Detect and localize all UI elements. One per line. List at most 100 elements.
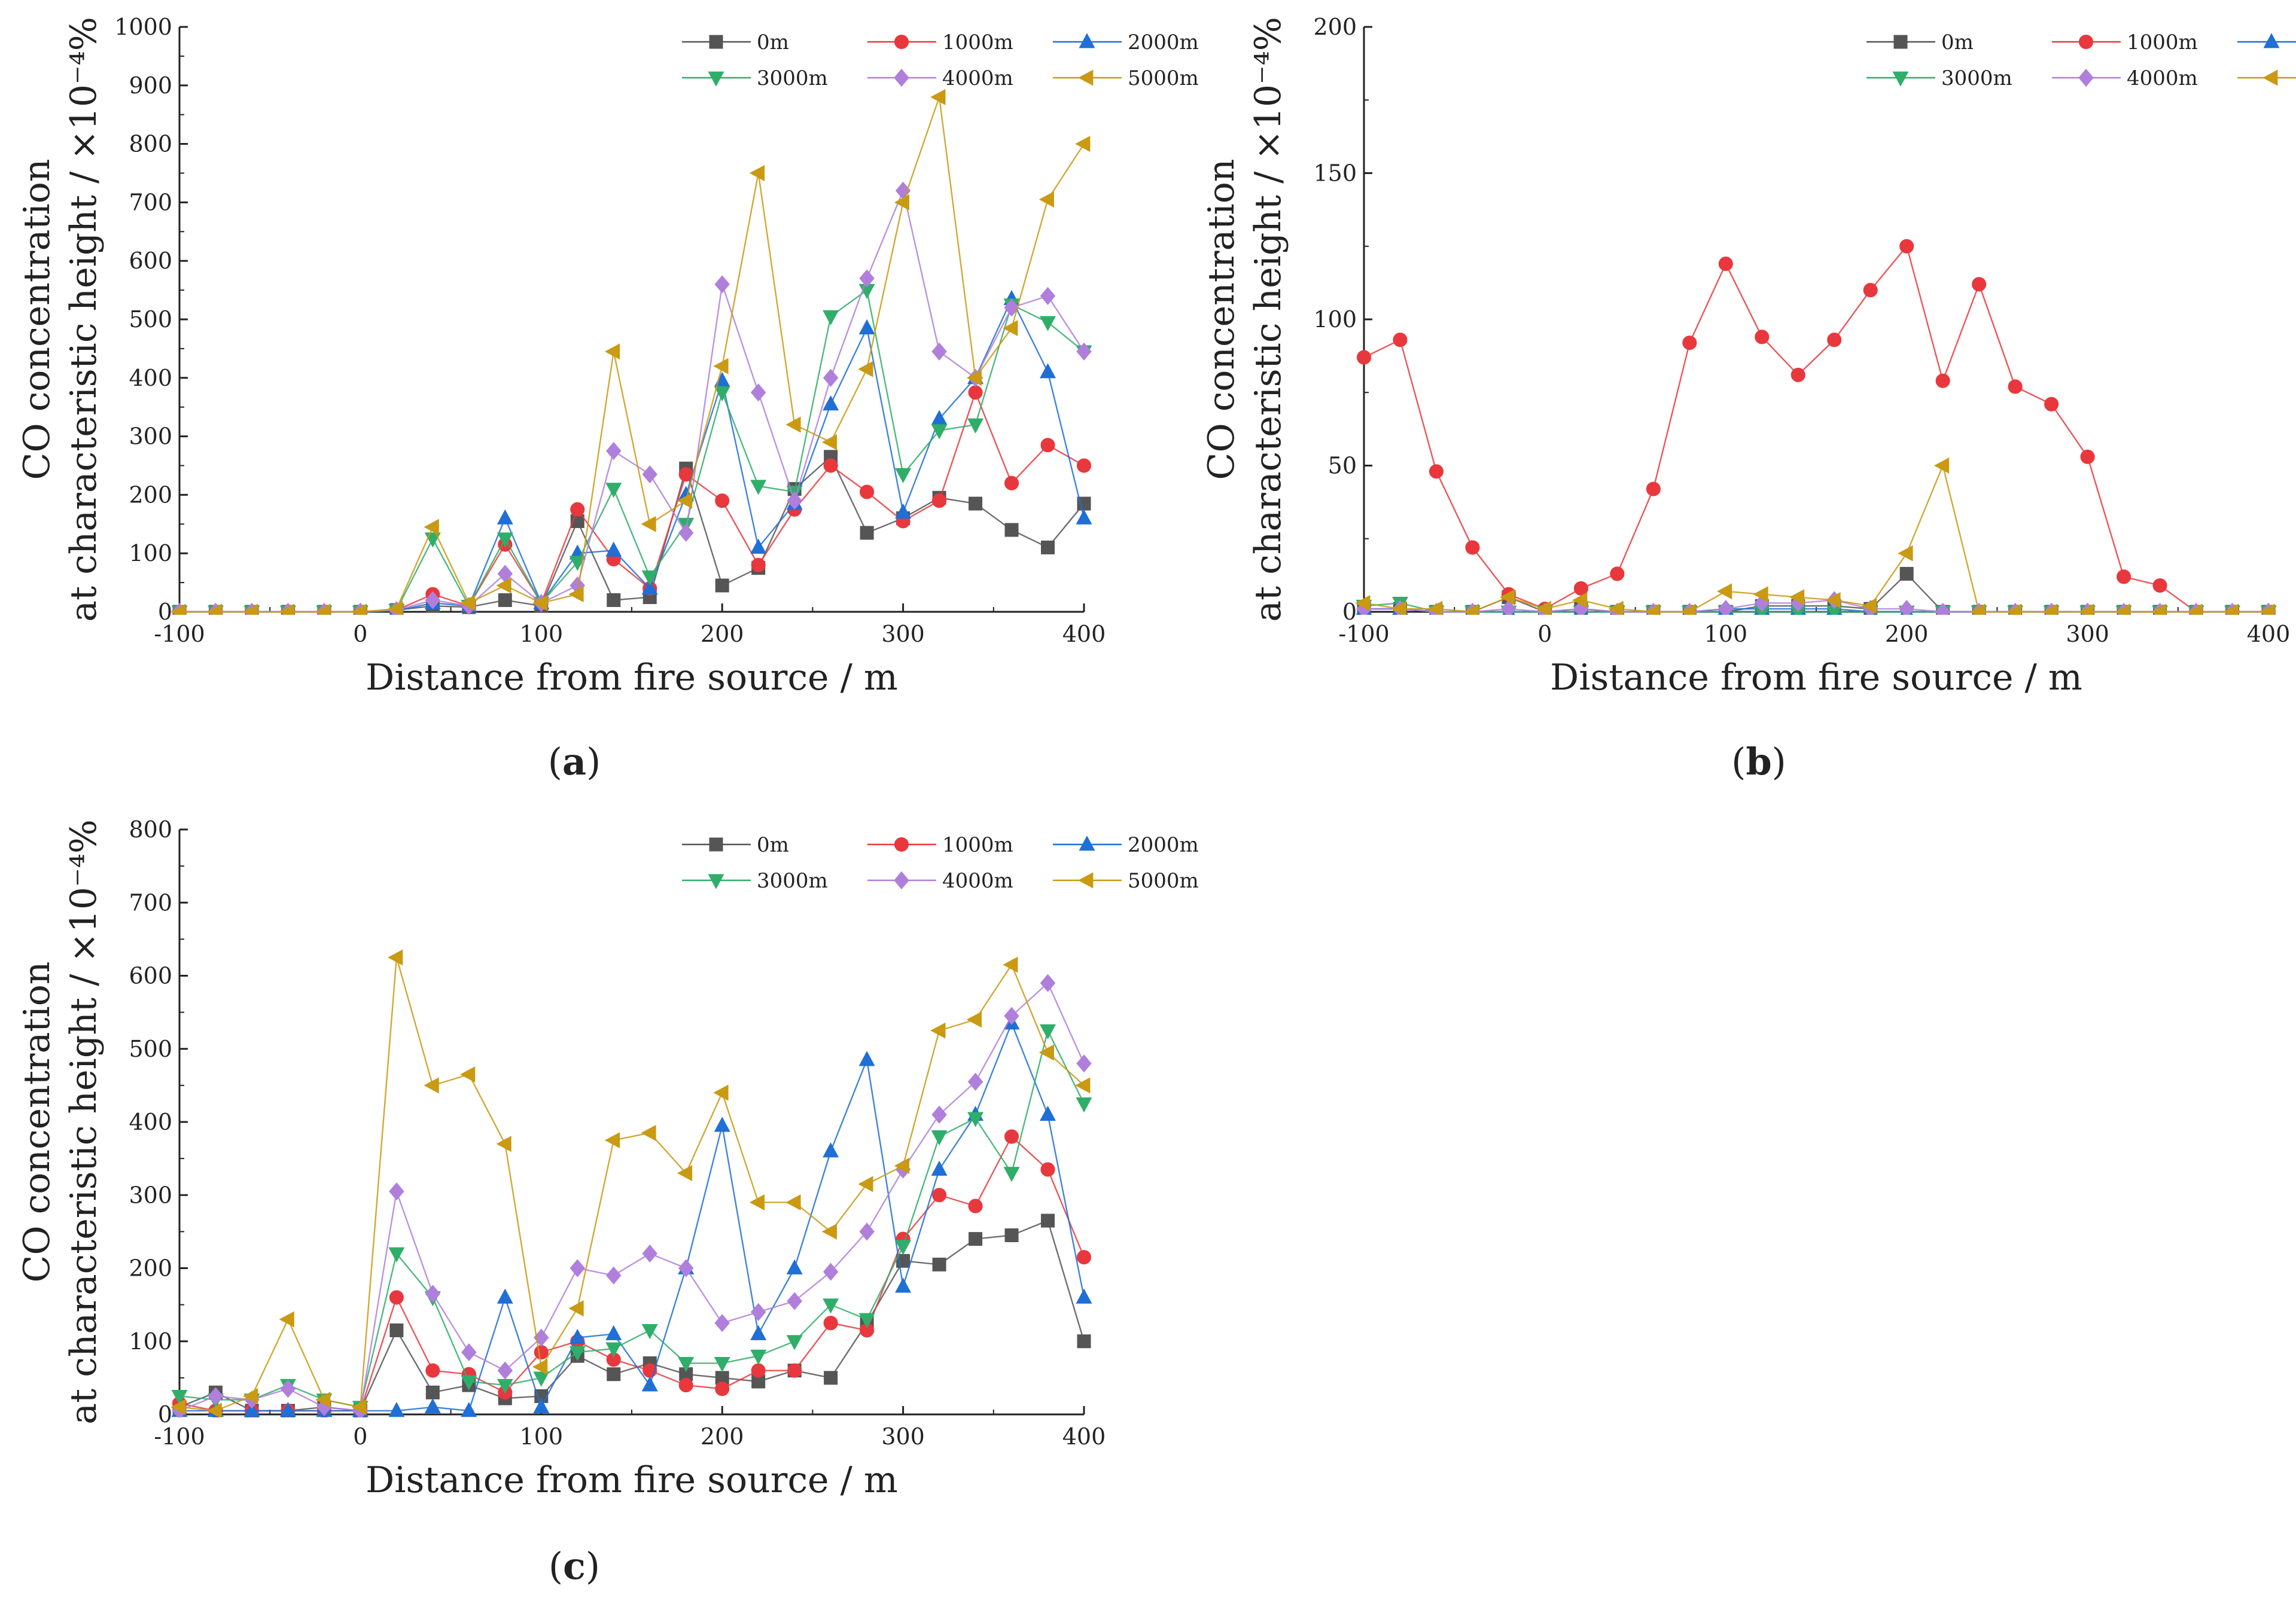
- legend: 0m 1000m 2000m 3000m 4000m 5000m: [682, 31, 1199, 90]
- y-tick-label: 200: [129, 481, 172, 508]
- series-line-5000m: [179, 957, 1085, 1412]
- legend-item-2000m: 2000m: [1053, 833, 1199, 857]
- data-point-1000m: [2008, 379, 2023, 394]
- data-point-1000m: [2117, 569, 2131, 584]
- data-point-1000m: [570, 502, 585, 517]
- legend-label: 4000m: [2127, 66, 2198, 90]
- series-line-5000m: [1363, 463, 2268, 613]
- legend-item-3000m: 3000m: [682, 869, 828, 893]
- panel-caption: (b): [1731, 740, 1786, 783]
- data-point-2000m: [641, 580, 658, 595]
- data-point-1000m: [1972, 277, 1987, 292]
- data-point-2000m: [750, 538, 767, 554]
- data-point-5000m: [2223, 603, 2239, 615]
- y-tick-label: 400: [129, 1109, 172, 1135]
- data-point-3000m: [1076, 1097, 1092, 1113]
- x-tick-label: 0: [353, 1423, 367, 1450]
- y-axis-label-line1: CO concentration: [16, 159, 58, 480]
- data-point-5000m: [1039, 191, 1054, 208]
- data-point-3000m: [605, 483, 622, 498]
- data-point-0m: [389, 1323, 404, 1337]
- data-point-5000m: [1645, 603, 1660, 615]
- legend-label: 1000m: [2127, 31, 2198, 54]
- data-point-5000m: [424, 519, 439, 535]
- data-point-5000m: [930, 89, 946, 105]
- panel-caption: (c): [549, 1544, 600, 1588]
- data-point-3000m: [1040, 1024, 1056, 1039]
- legend-item-1000m: 1000m: [867, 31, 1013, 54]
- data-point-5000m: [677, 1165, 693, 1182]
- data-point-2000m: [858, 319, 875, 335]
- data-point-5000m: [894, 1157, 909, 1174]
- data-point-2000m: [786, 1259, 803, 1274]
- y-tick-label: 100: [1313, 306, 1357, 333]
- data-point-5000m: [1003, 320, 1018, 337]
- y-tick-label: 100: [129, 540, 172, 566]
- data-point-4000m: [787, 492, 802, 510]
- data-point-5000m: [170, 1399, 186, 1416]
- data-point-5000m: [351, 603, 367, 615]
- data-point-3000m: [569, 1346, 586, 1361]
- data-point-5000m: [206, 1402, 222, 1417]
- y-axis-label-line2: at characteristic height / ×10⁻⁴%: [63, 819, 105, 1425]
- legend-marker-5000m: [2262, 69, 2278, 86]
- series-line-4000m: [179, 981, 1085, 1412]
- data-point-4000m: [461, 1343, 477, 1362]
- legend-label: 1000m: [942, 31, 1013, 54]
- data-point-4000m: [570, 1259, 586, 1277]
- data-point-5000m: [532, 1359, 548, 1376]
- legend-marker-0m: [709, 35, 723, 49]
- data-point-4000m: [823, 368, 839, 387]
- data-point-5000m: [1039, 1044, 1054, 1061]
- data-point-0m: [1899, 566, 1914, 581]
- x-tick-label: 200: [701, 621, 744, 647]
- legend-item-4000m: 4000m: [867, 66, 1013, 90]
- data-point-3000m: [823, 310, 839, 325]
- data-point-4000m: [425, 1285, 441, 1303]
- data-point-1000m: [751, 1363, 766, 1378]
- data-point-1000m: [1646, 481, 1661, 496]
- data-point-5000m: [1536, 600, 1551, 615]
- data-point-0m: [969, 1232, 983, 1246]
- data-point-5000m: [1680, 603, 1696, 615]
- data-point-2000m: [895, 1277, 912, 1293]
- data-point-2000m: [750, 1325, 767, 1340]
- data-point-4000m: [1501, 600, 1517, 615]
- data-point-1000m: [425, 1363, 440, 1378]
- series-line-3000m: [179, 289, 1085, 613]
- legend-marker-2000m: [1079, 33, 1095, 48]
- caption-letter: a: [562, 740, 586, 783]
- data-point-5000m: [1427, 600, 1443, 615]
- data-point-5000m: [460, 594, 476, 611]
- legend-marker-1000m: [894, 837, 909, 852]
- legend-label: 3000m: [757, 66, 828, 90]
- y-tick-label: 150: [1313, 160, 1357, 187]
- data-point-3000m: [533, 1371, 550, 1387]
- data-point-1000m: [1755, 330, 1770, 344]
- legend-marker-5000m: [1078, 872, 1094, 889]
- y-tick-label: 300: [129, 423, 172, 450]
- data-point-3000m: [967, 418, 984, 434]
- data-point-4000m: [931, 342, 947, 361]
- data-point-5000m: [532, 594, 548, 611]
- data-point-3000m: [388, 1247, 405, 1262]
- series-group: [170, 89, 1092, 615]
- data-point-1000m: [968, 1199, 983, 1213]
- data-point-4000m: [389, 1182, 404, 1201]
- data-point-1000m: [1076, 458, 1092, 473]
- legend-item-2000m: 2000m: [2237, 33, 2296, 48]
- data-point-5000m: [966, 1011, 982, 1028]
- x-tick-label: 0: [1537, 621, 1552, 647]
- x-tick-label: 400: [1062, 621, 1106, 647]
- data-point-1000m: [932, 493, 947, 508]
- y-tick-label: 1000: [114, 14, 172, 40]
- data-point-5000m: [1075, 136, 1091, 153]
- caption-open: (: [549, 1544, 563, 1588]
- y-tick-label: 700: [129, 189, 172, 215]
- data-point-4000m: [750, 383, 766, 402]
- data-point-3000m: [1040, 316, 1056, 331]
- y-tick-label: 0: [158, 599, 172, 625]
- data-point-5000m: [315, 1392, 331, 1408]
- data-point-5000m: [858, 1176, 873, 1193]
- data-point-3000m: [714, 386, 730, 402]
